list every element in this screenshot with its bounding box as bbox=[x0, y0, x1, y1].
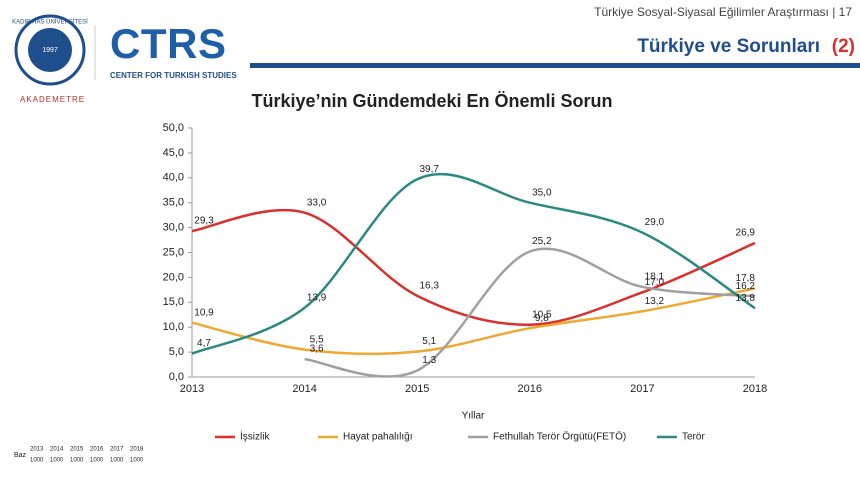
baz-value: 1000 bbox=[110, 458, 124, 464]
data-label: 26,9 bbox=[736, 228, 756, 239]
header-subtitle: Türkiye Sosyal-Siyasal Eğilimler Araştır… bbox=[594, 5, 852, 19]
y-tick-label: 50,0 bbox=[163, 122, 184, 134]
data-label: 4,7 bbox=[197, 338, 211, 349]
data-label: 16,2 bbox=[736, 281, 756, 292]
legend-label: Terör bbox=[682, 432, 705, 443]
x-tick-label: 2013 bbox=[180, 383, 204, 395]
legend-label: Hayat pahalılığı bbox=[343, 432, 413, 443]
baz-year: 2017 bbox=[110, 447, 124, 453]
baz-year: 2018 bbox=[130, 447, 144, 453]
data-label: 39,7 bbox=[419, 164, 439, 175]
seal-center bbox=[28, 28, 72, 72]
data-label: 18,1 bbox=[645, 272, 665, 283]
university-name: KADIR HAS ÜNİVERSİTESİ bbox=[12, 19, 88, 26]
data-label: 25,2 bbox=[532, 236, 552, 247]
y-tick-label: 45,0 bbox=[163, 147, 184, 159]
data-label: 16,3 bbox=[419, 280, 439, 291]
series-line bbox=[304, 247, 756, 378]
baz-table: Baz bbox=[14, 452, 27, 459]
header-bar bbox=[250, 63, 860, 68]
data-label: 3,6 bbox=[310, 344, 324, 355]
y-tick-label: 15,0 bbox=[163, 296, 184, 308]
x-axis-label: Yıllar bbox=[462, 411, 485, 422]
baz-value: 1000 bbox=[130, 458, 144, 464]
data-label: 17,8 bbox=[736, 273, 756, 284]
baz-year: 2015 bbox=[70, 447, 84, 453]
data-label: 13,2 bbox=[645, 296, 665, 307]
series-line bbox=[191, 173, 756, 355]
y-tick-label: 40,0 bbox=[163, 172, 184, 184]
x-tick-label: 2017 bbox=[630, 383, 654, 395]
data-label: 29,3 bbox=[194, 216, 214, 227]
founded: 1997 bbox=[42, 47, 58, 54]
university-seal bbox=[14, 14, 86, 86]
akademetre-logo: AKADEMETRE bbox=[20, 95, 85, 104]
baz-year: 2016 bbox=[90, 447, 104, 453]
data-label: 10,9 bbox=[194, 307, 214, 318]
y-tick-label: 5,0 bbox=[169, 346, 184, 358]
baz-value: 1000 bbox=[30, 458, 44, 464]
legend-label: Fethullah Terör Örgütü(FETÖ) bbox=[493, 431, 626, 443]
x-tick-label: 2016 bbox=[518, 383, 542, 395]
x-tick-label: 2018 bbox=[743, 383, 767, 395]
y-tick-label: 20,0 bbox=[163, 271, 184, 283]
y-tick-label: 25,0 bbox=[163, 246, 184, 258]
ctrs-logo: CTRS bbox=[110, 20, 226, 67]
data-label: 35,0 bbox=[532, 187, 552, 198]
chart-title: Türkiye’nin Gündemdeki En Önemli Sorun bbox=[251, 91, 612, 111]
data-label: 5,5 bbox=[310, 334, 324, 345]
baz-year: 2014 bbox=[50, 447, 64, 453]
data-label: 17,0 bbox=[645, 277, 665, 288]
x-tick-label: 2014 bbox=[292, 383, 316, 395]
data-label: 9,8 bbox=[535, 313, 549, 324]
data-label: 13,8 bbox=[736, 293, 756, 304]
data-label: 13,9 bbox=[307, 292, 327, 303]
data-label: 29,0 bbox=[645, 217, 665, 228]
y-tick-label: 30,0 bbox=[163, 222, 184, 234]
data-label: 1,3 bbox=[422, 355, 436, 366]
baz-value: 1000 bbox=[70, 458, 84, 464]
series-line bbox=[191, 287, 756, 356]
y-tick-label: 0,0 bbox=[169, 371, 184, 383]
data-label: 5,1 bbox=[422, 336, 436, 347]
header-title: Türkiye ve Sorunları bbox=[637, 36, 820, 57]
baz-value: 1000 bbox=[90, 458, 104, 464]
baz-value: 1000 bbox=[50, 458, 64, 464]
data-label: 33,0 bbox=[307, 197, 327, 208]
baz-label: Baz bbox=[14, 452, 27, 459]
y-tick-label: 35,0 bbox=[163, 197, 184, 209]
data-label: 10,5 bbox=[532, 309, 552, 320]
baz-year: 2013 bbox=[30, 447, 44, 453]
ctrs-full: CENTER FOR TURKISH STUDIES bbox=[110, 71, 237, 80]
header-number: (2) bbox=[832, 36, 855, 57]
y-tick-label: 10,0 bbox=[163, 321, 184, 333]
x-tick-label: 2015 bbox=[405, 383, 429, 395]
legend-label: İşsizlik bbox=[240, 430, 270, 443]
